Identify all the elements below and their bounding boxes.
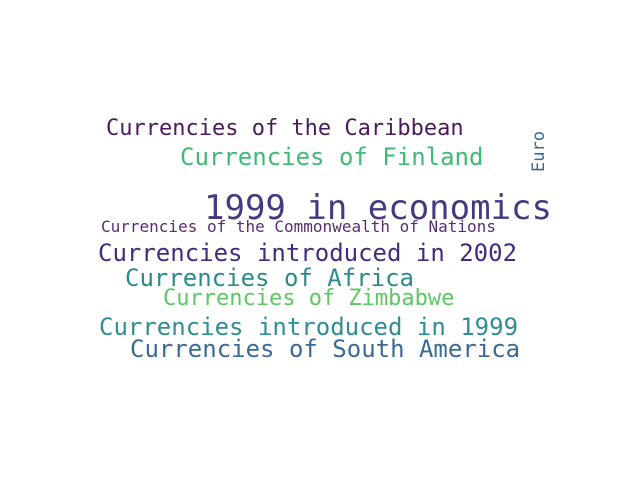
word-currencies-of-africa: Currencies of Africa <box>125 264 414 292</box>
word-1999-in-economics: 1999 in economics <box>204 188 552 228</box>
word-currencies-introduced-in-2002: Currencies introduced in 2002 <box>98 239 518 267</box>
word-currencies-of-the-commonwealth-of-nations: Currencies of the Commonwealth of Nation… <box>101 217 496 236</box>
word-currencies-introduced-in-1999: Currencies introduced in 1999 <box>99 313 519 341</box>
word-currencies-of-finland: Currencies of Finland <box>180 143 484 171</box>
word-currencies-of-the-caribbean: Currencies of the Caribbean <box>106 116 464 141</box>
word-euro: Euro <box>529 131 549 172</box>
word-currencies-of-south-america: Currencies of South America <box>130 335 521 363</box>
word-currencies-of-zimbabwe: Currencies of Zimbabwe <box>163 286 455 311</box>
